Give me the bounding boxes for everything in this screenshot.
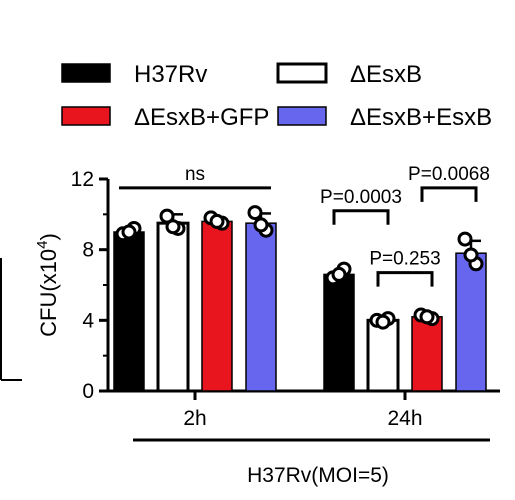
bars (113, 205, 487, 393)
data-point (209, 213, 225, 229)
legend-label-2: ΔEsxB (350, 61, 422, 88)
data-point (375, 314, 391, 330)
significance-bracket (332, 209, 390, 225)
bar-ΔEsxB+EsxB-2h (245, 222, 277, 392)
y-axis-title-main: CFU(x10 (36, 249, 61, 337)
bar-H37Rv-24h (323, 273, 355, 392)
legend-label-1: H37Rv (134, 61, 207, 88)
significance-label-4: P=0.253 (369, 249, 440, 270)
significance-label-3: P=0.0068 (408, 164, 490, 185)
legend-swatch-4 (277, 106, 327, 126)
x-tick-label-24h: 24h (387, 407, 422, 430)
legend-swatch-3 (61, 106, 111, 126)
bar-ΔEsxB-2h (156, 221, 190, 393)
data-point (419, 309, 435, 325)
data-point (165, 219, 181, 235)
y-tick-label: 12 (71, 168, 94, 191)
significance-bracket (376, 271, 434, 287)
data-point (247, 205, 263, 221)
y-axis-title-close: ) (36, 233, 61, 240)
legend: H37Rv ΔEsxB ΔEsxB+GFP ΔEsxB+EsxB (61, 61, 492, 131)
y-tick-label: 8 (82, 239, 94, 262)
significance-label-1: ns (185, 164, 205, 185)
significance-label-2: P=0.0003 (320, 187, 402, 208)
significance-bracket (420, 186, 478, 202)
legend-label-3: ΔEsxB+GFP (134, 104, 269, 131)
data-point (331, 266, 347, 282)
data-point (253, 217, 269, 233)
legend-swatch-1 (61, 63, 111, 83)
annotations: ns P=0.0003 P=0.0068 P=0.253 (119, 164, 490, 287)
bar-H37Rv-2h (113, 231, 145, 392)
y-axis-title-superscript: 4 (34, 240, 51, 248)
bar-ΔEsxB+GFP-24h (411, 316, 443, 392)
y-tick-label: 0 (82, 380, 94, 403)
bar-ΔEsxB+EsxB-24h (455, 252, 487, 392)
data-point (159, 208, 175, 224)
y-axis-title: CFU(x104) (34, 233, 61, 337)
x-tick-label-2h: 2h (183, 407, 206, 430)
data-point (457, 231, 473, 247)
data-point (121, 224, 137, 240)
x-axis-title: H37Rv(MOI=5) (247, 464, 389, 487)
legend-swatch-2 (276, 62, 328, 84)
y-tick-label: 4 (82, 309, 94, 332)
bar-ΔEsxB+GFP-2h (201, 220, 233, 392)
legend-label-4: ΔEsxB+EsxB (350, 104, 492, 131)
data-point (463, 247, 479, 263)
bar-ΔEsxB-24h (366, 318, 400, 393)
